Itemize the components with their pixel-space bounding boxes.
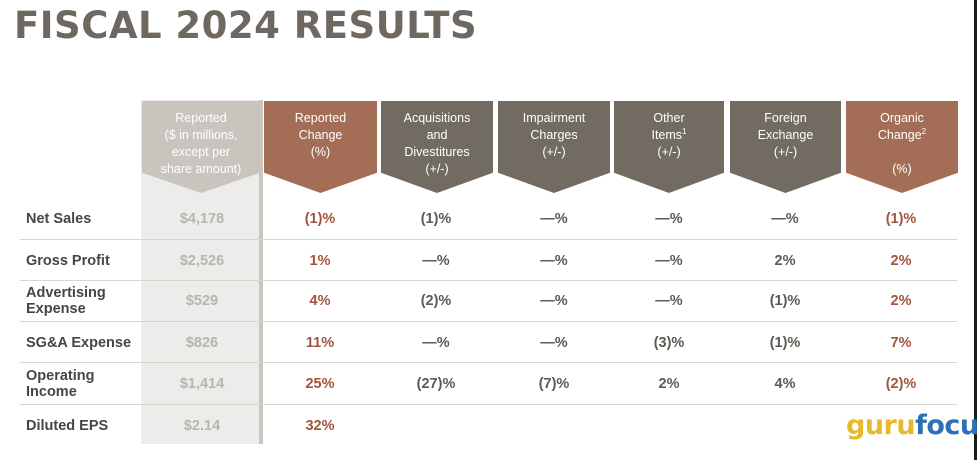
table-cell: 25% xyxy=(305,376,335,392)
header-line: Change2 xyxy=(877,126,927,142)
logo-part-focus: focus xyxy=(915,410,977,441)
header-line: Reported xyxy=(294,111,347,125)
footnote-marker: 1 xyxy=(682,126,687,136)
row-label: Operating Income xyxy=(26,368,94,400)
header-line: Exchange xyxy=(757,128,814,142)
logo-part-guru: guru xyxy=(846,410,916,441)
header-line: except per xyxy=(171,145,231,159)
frame-edge xyxy=(974,0,977,460)
table-cell: —% xyxy=(422,335,450,351)
row-label-line: Advertising xyxy=(26,285,106,301)
row-label: Net Sales xyxy=(26,211,91,227)
table-cell: $529 xyxy=(185,293,219,309)
column-header-6: Foreign Exchange (+/-) xyxy=(730,101,841,193)
row-label-line: SG&A Expense xyxy=(26,335,132,351)
header-line: Charges xyxy=(530,128,578,142)
header-line: Items1 xyxy=(651,126,687,142)
reported-column-divider xyxy=(259,100,263,444)
row-separator xyxy=(20,239,957,240)
table-cell: $4,178 xyxy=(179,211,225,227)
page-title: FISCAL 2024 RESULTS xyxy=(14,4,478,47)
table-cell: —% xyxy=(540,253,568,269)
column-header-3: Acquisitions and Divestitures (+/-) xyxy=(381,101,493,193)
header-line xyxy=(846,144,958,161)
table-cell: $1,414 xyxy=(179,376,225,392)
header-line: Reported xyxy=(175,111,227,125)
row-label-line: Income xyxy=(26,384,77,400)
header-line: and xyxy=(426,128,448,142)
header-line: (+/-) xyxy=(542,145,566,159)
table-cell: —% xyxy=(655,211,683,227)
header-line: ($ in millions, xyxy=(164,128,238,142)
table-cell: (1)% xyxy=(420,211,452,227)
row-label-line: Expense xyxy=(26,301,86,317)
table-cell: 11% xyxy=(305,335,335,351)
table-cell: 2% xyxy=(658,376,680,392)
column-header-5: Other Items1 (+/-) xyxy=(614,101,724,193)
table-cell: 4% xyxy=(309,293,331,309)
header-line: Divestitures xyxy=(404,145,470,159)
table-cell: —% xyxy=(422,253,450,269)
table-cell: (2)% xyxy=(885,376,917,392)
table-cell: —% xyxy=(540,293,568,309)
header-line: Acquisitions xyxy=(403,111,471,125)
row-label-line: Net Sales xyxy=(26,211,92,227)
row-label-line: Gross Profit xyxy=(26,253,110,269)
header-line: (+/-) xyxy=(657,145,681,159)
row-separator xyxy=(20,321,957,322)
gurufocus-logo: gurufocus xyxy=(846,410,977,441)
header-line: Change xyxy=(298,128,343,142)
column-header-1: Reported ($ in millions, except per share a… xyxy=(142,101,260,193)
table-cell: (3)% xyxy=(653,335,685,351)
header-line: (%) xyxy=(892,162,912,176)
table-cell: $826 xyxy=(185,335,219,351)
table-cell: 2% xyxy=(890,253,912,269)
table-cell: 4% xyxy=(774,376,796,392)
table-cell: 2% xyxy=(890,293,912,309)
row-label: Advertising Expense xyxy=(26,285,106,317)
header-line: Organic xyxy=(880,111,924,125)
table-cell: (1)% xyxy=(885,211,917,227)
table-cell: —% xyxy=(771,211,799,227)
row-separator xyxy=(20,362,957,363)
header-line: share amount) xyxy=(160,162,242,176)
table-cell: $2.14 xyxy=(183,418,221,434)
table-cell: 32% xyxy=(305,418,335,434)
table-cell: (27)% xyxy=(416,376,456,392)
column-header-2: Reported Change (%) xyxy=(264,101,377,193)
column-header-7: Organic Change2 (%) xyxy=(846,101,958,193)
row-separator xyxy=(20,404,957,405)
header-line: Other xyxy=(653,111,685,125)
table-cell: (1)% xyxy=(304,211,336,227)
header-line: (+/-) xyxy=(425,162,449,176)
table-cell: (7)% xyxy=(538,376,570,392)
table-cell: —% xyxy=(655,253,683,269)
table-cell: —% xyxy=(540,335,568,351)
table-cell: (1)% xyxy=(769,335,801,351)
column-header-4: Impairment Charges (+/-) xyxy=(498,101,610,193)
row-separator xyxy=(20,280,957,281)
row-label: Diluted EPS xyxy=(26,418,108,434)
table-cell: (2)% xyxy=(420,293,452,309)
table-cell: 2% xyxy=(774,253,796,269)
footnote-marker: 2 xyxy=(921,126,927,136)
row-label-line: Operating xyxy=(26,368,95,384)
table-cell: —% xyxy=(655,293,683,309)
table-cell: 7% xyxy=(890,335,912,351)
row-label: SG&A Expense xyxy=(26,335,131,351)
header-line: Impairment xyxy=(522,111,586,125)
row-label: Gross Profit xyxy=(26,253,110,269)
header-line: (%) xyxy=(310,145,331,159)
header-line: Foreign xyxy=(764,111,807,125)
table-cell: —% xyxy=(540,211,568,227)
header-line: (+/-) xyxy=(773,145,798,159)
row-label-line: Diluted EPS xyxy=(26,418,109,434)
table-cell: 1% xyxy=(309,253,331,269)
table-cell: (1)% xyxy=(769,293,801,309)
table-cell: $2,526 xyxy=(179,253,225,269)
